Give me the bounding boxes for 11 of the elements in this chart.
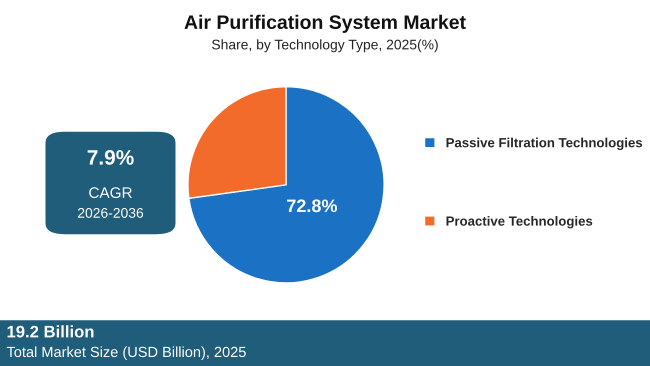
text: 19.2 Billion (8, 325, 94, 338)
legend-label: Proactive Technologies (446, 216, 592, 228)
text: CAGR (89, 187, 132, 198)
text: Total Market Size (USD Billion), 2025 (6, 346, 246, 360)
text: 7.9% (88, 150, 134, 165)
data-label: 72.8% (287, 199, 338, 212)
chart-subtitle: Share, by Technology Type, 2025(%) (212, 39, 438, 52)
pie-slice (188, 86, 385, 284)
text: 2026-2036 (78, 208, 144, 218)
chart-title: Air Purification System Market (184, 14, 466, 33)
legend-label: Passive Filtration Technologies (446, 138, 642, 150)
